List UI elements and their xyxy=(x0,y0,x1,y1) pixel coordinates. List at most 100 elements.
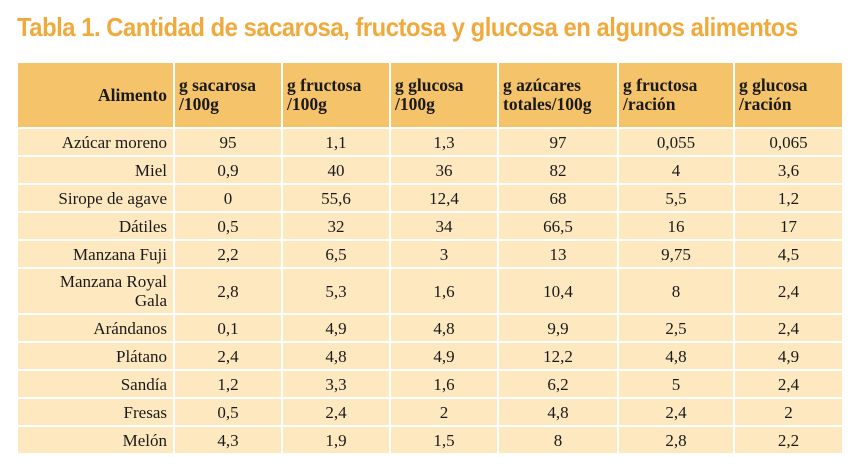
value-cell: 2,4 xyxy=(733,369,844,399)
value-cell: 1,6 xyxy=(389,369,499,399)
column-header-text: /ración xyxy=(623,94,676,114)
value-cell: 4,5 xyxy=(733,239,844,269)
value-cell: 55,6 xyxy=(281,183,391,213)
table-row: Miel 0,9 40 36 82 4 3,6 xyxy=(16,155,844,185)
column-header: g glucosa/ración xyxy=(733,61,844,129)
value-cell: 9,9 xyxy=(497,313,619,343)
value-cell: 0,065 xyxy=(733,127,844,157)
value-cell: 1,1 xyxy=(281,127,391,157)
value-cell: 4,8 xyxy=(617,341,735,371)
value-cell: 0,5 xyxy=(173,211,283,241)
value-cell: 1,3 xyxy=(389,127,499,157)
value-cell: 40 xyxy=(281,155,391,185)
value-cell: 2,4 xyxy=(173,341,283,371)
column-header-text: /100g xyxy=(395,94,435,114)
value-cell: 32 xyxy=(281,211,391,241)
value-cell: 4,9 xyxy=(281,313,391,343)
value-cell: 0,9 xyxy=(173,155,283,185)
column-header-text: Alimento xyxy=(97,84,167,105)
food-name-text: Azúcar moreno xyxy=(61,132,167,152)
value-cell: 3,6 xyxy=(733,155,844,185)
value-cell: 2,4 xyxy=(281,397,391,427)
value-cell: 97 xyxy=(497,127,619,157)
column-header-food: Alimento xyxy=(16,61,175,129)
value-cell: 2,2 xyxy=(733,425,844,455)
table-row: Plátano 2,4 4,8 4,9 12,2 4,8 4,9 xyxy=(16,341,844,371)
value-cell: 9,75 xyxy=(617,239,735,269)
value-cell: 0,055 xyxy=(617,127,735,157)
value-cell: 4,8 xyxy=(389,313,499,343)
value-cell: 2 xyxy=(389,397,499,427)
table-row: Melón 4,3 1,9 1,5 8 2,8 2,2 xyxy=(16,425,844,455)
food-name-cell: Miel xyxy=(16,155,175,185)
value-cell: 4,9 xyxy=(389,341,499,371)
value-cell: 5,5 xyxy=(617,183,735,213)
column-header-text: totales/100g xyxy=(503,94,592,114)
value-cell: 10,4 xyxy=(497,267,619,315)
food-name-text: Sandía xyxy=(120,374,167,394)
value-cell: 4,8 xyxy=(497,397,619,427)
value-cell: 36 xyxy=(389,155,499,185)
value-cell: 0,5 xyxy=(173,397,283,427)
food-name-text: Fresas xyxy=(123,402,167,422)
table-row: Sirope de agave 0 55,6 12,4 68 5,5 1,2 xyxy=(16,183,844,213)
value-cell: 1,6 xyxy=(389,267,499,315)
column-header-text: g fructosa xyxy=(623,75,698,95)
food-name-cell: Manzana Royal Gala xyxy=(16,267,175,315)
value-cell: 1,2 xyxy=(733,183,844,213)
value-cell: 2,8 xyxy=(617,425,735,455)
value-cell: 0,1 xyxy=(173,313,283,343)
column-header: g fructosa/100g xyxy=(281,61,391,129)
column-header-text: g glucosa xyxy=(395,75,464,95)
food-name-cell: Sirope de agave xyxy=(16,183,175,213)
food-name-cell: Plátano xyxy=(16,341,175,371)
food-name-cell: Dátiles xyxy=(16,211,175,241)
value-cell: 2 xyxy=(733,397,844,427)
food-name-text: Plátano xyxy=(116,346,167,366)
column-header-text: /100g xyxy=(179,94,219,114)
value-cell: 3 xyxy=(389,239,499,269)
value-cell: 5 xyxy=(617,369,735,399)
column-header: g fructosa/ración xyxy=(617,61,735,129)
column-header-text: g sacarosa xyxy=(179,75,256,95)
table-header-row: Alimento g sacarosa/100g g fructosa/100g g … xyxy=(16,61,844,129)
value-cell: 2,5 xyxy=(617,313,735,343)
food-name-cell: Azúcar moreno xyxy=(16,127,175,157)
table-row: Arándanos 0,1 4,9 4,8 9,9 2,5 2,4 xyxy=(16,313,844,343)
value-cell: 13 xyxy=(497,239,619,269)
table-row: Manzana Fuji 2,2 6,5 3 13 9,75 4,5 xyxy=(16,239,844,269)
food-name-text: Sirope de agave xyxy=(58,188,167,208)
food-name-text: Manzana Royal xyxy=(59,272,167,291)
value-cell: 2,8 xyxy=(173,267,283,315)
value-cell: 4,9 xyxy=(733,341,844,371)
value-cell: 2,4 xyxy=(617,397,735,427)
value-cell: 3,3 xyxy=(281,369,391,399)
food-name-text: Manzana Fuji xyxy=(73,244,167,264)
food-name-text: Miel xyxy=(134,160,167,180)
table-row: Fresas 0,5 2,4 2 4,8 2,4 2 xyxy=(16,397,844,427)
value-cell: 1,9 xyxy=(281,425,391,455)
column-header-text: g glucosa xyxy=(739,75,808,95)
value-cell: 34 xyxy=(389,211,499,241)
food-name-cell: Fresas xyxy=(16,397,175,427)
table-body: Azúcar moreno 95 1,1 1,3 97 0,055 0,065 Miel 0,9… xyxy=(16,127,844,455)
value-cell: 4,3 xyxy=(173,425,283,455)
value-cell: 8 xyxy=(497,425,619,455)
value-cell: 4 xyxy=(617,155,735,185)
value-cell: 5,3 xyxy=(281,267,391,315)
food-name-cell: Melón xyxy=(16,425,175,455)
column-header: g azúcares totales/100g xyxy=(497,61,619,129)
value-cell: 2,4 xyxy=(733,267,844,315)
value-cell: 6,5 xyxy=(281,239,391,269)
food-name-cell: Arándanos xyxy=(16,313,175,343)
column-header-text: g fructosa xyxy=(287,75,362,95)
table-row: Dátiles 0,5 32 34 66,5 16 17 xyxy=(16,211,844,241)
food-name-text: Gala xyxy=(134,291,167,310)
table-row: Azúcar moreno 95 1,1 1,3 97 0,055 0,065 xyxy=(16,127,844,157)
column-header-text: g azúcares xyxy=(503,75,581,95)
food-name-text: Arándanos xyxy=(93,318,167,338)
value-cell: 82 xyxy=(497,155,619,185)
food-name-text: Melón xyxy=(122,430,167,450)
value-cell: 4,8 xyxy=(281,341,391,371)
value-cell: 2,2 xyxy=(173,239,283,269)
